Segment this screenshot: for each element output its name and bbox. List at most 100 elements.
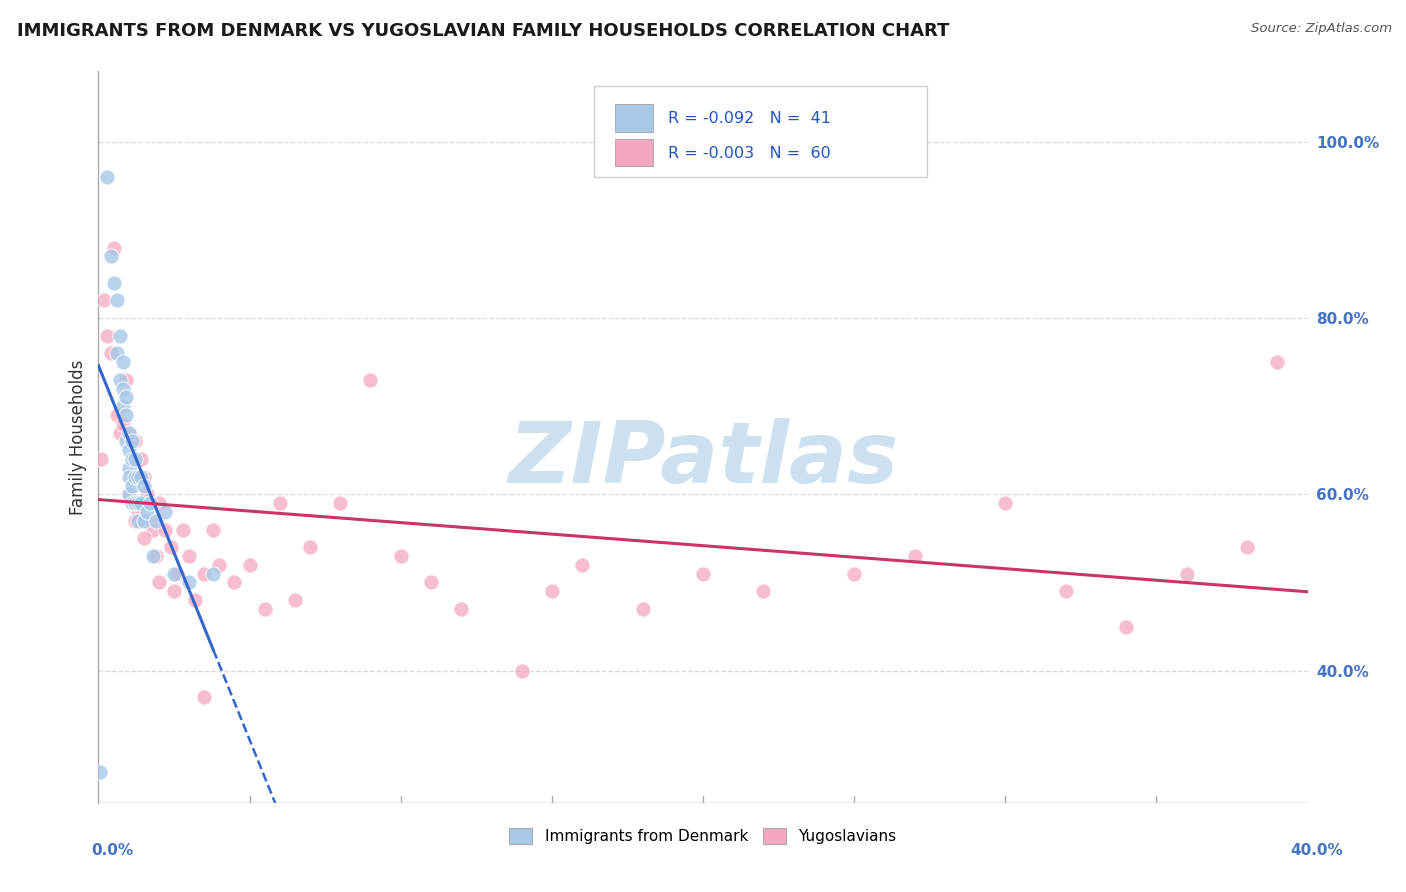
Point (184, 593, 207, 607)
Point (571, 558, 593, 572)
Text: 40.0%: 40.0% (1289, 843, 1343, 858)
Point (118, 425, 141, 440)
Point (114, 434, 136, 449)
Point (114, 373, 136, 387)
Point (124, 496, 146, 510)
Point (108, 425, 131, 440)
Point (105, 408, 128, 422)
Point (160, 540, 183, 554)
Point (166, 566, 188, 581)
Point (153, 523, 176, 537)
Point (299, 540, 322, 554)
Point (118, 461, 141, 475)
Point (202, 523, 225, 537)
Point (253, 602, 276, 616)
Point (135, 505, 157, 519)
Point (100, 249, 122, 263)
Point (994, 496, 1017, 510)
Point (142, 549, 165, 563)
Point (510, 664, 533, 678)
Point (631, 602, 654, 616)
FancyBboxPatch shape (614, 138, 654, 167)
Text: R = -0.003   N =  60: R = -0.003 N = 60 (668, 145, 831, 161)
Point (124, 469, 146, 483)
Point (145, 549, 167, 563)
Point (132, 532, 155, 546)
Legend: Immigrants from Denmark, Yugoslavians: Immigrants from Denmark, Yugoslavians (503, 822, 903, 850)
Point (121, 434, 143, 449)
Point (124, 452, 146, 467)
Point (90, 452, 112, 467)
Text: Source: ZipAtlas.com: Source: ZipAtlas.com (1251, 22, 1392, 36)
Point (127, 505, 149, 519)
Point (904, 549, 927, 563)
Point (132, 478, 155, 492)
Point (208, 558, 231, 572)
Point (114, 391, 136, 405)
Point (193, 566, 215, 581)
Text: ZIPatlas: ZIPatlas (508, 417, 898, 500)
Point (139, 514, 162, 528)
Point (148, 496, 170, 510)
FancyBboxPatch shape (595, 86, 927, 178)
Point (111, 382, 134, 396)
Point (132, 514, 155, 528)
Point (1054, 584, 1077, 599)
Point (752, 584, 775, 599)
Point (163, 566, 186, 581)
Point (844, 566, 866, 581)
Point (100, 346, 122, 360)
Point (93, 293, 115, 308)
Text: R = -0.092   N =  41: R = -0.092 N = 41 (668, 112, 831, 127)
Point (129, 452, 152, 467)
Point (111, 355, 134, 369)
Point (127, 514, 149, 528)
Point (121, 496, 143, 510)
Point (105, 293, 128, 308)
Point (179, 575, 201, 590)
Point (139, 496, 162, 510)
Point (132, 469, 155, 483)
Point (124, 434, 146, 449)
Point (692, 566, 714, 581)
Point (118, 425, 141, 440)
Point (111, 417, 134, 431)
Point (163, 584, 186, 599)
Point (1236, 540, 1258, 554)
Point (121, 478, 143, 492)
FancyBboxPatch shape (614, 104, 654, 132)
Point (269, 496, 291, 510)
Point (153, 505, 176, 519)
Point (105, 346, 128, 360)
Point (118, 487, 141, 501)
Point (118, 487, 141, 501)
Y-axis label: Family Households: Family Households (69, 359, 87, 515)
Point (135, 487, 157, 501)
Point (108, 328, 131, 343)
Point (103, 241, 125, 255)
Point (118, 469, 141, 483)
Point (420, 575, 443, 590)
Point (360, 373, 382, 387)
Point (1267, 355, 1289, 369)
Point (124, 514, 146, 528)
Point (1175, 566, 1198, 581)
Point (450, 602, 472, 616)
Point (202, 566, 225, 581)
Point (389, 549, 412, 563)
Point (114, 408, 136, 422)
Point (224, 575, 246, 590)
Point (284, 593, 307, 607)
Point (193, 690, 215, 704)
Point (96, 170, 118, 185)
Point (89, 764, 111, 779)
Point (121, 452, 143, 467)
Point (172, 523, 194, 537)
Point (329, 496, 352, 510)
Point (142, 523, 165, 537)
Point (145, 514, 167, 528)
Point (127, 496, 149, 510)
Point (1115, 619, 1137, 633)
Text: IMMIGRANTS FROM DENMARK VS YUGOSLAVIAN FAMILY HOUSEHOLDS CORRELATION CHART: IMMIGRANTS FROM DENMARK VS YUGOSLAVIAN F… (17, 22, 949, 40)
Point (127, 469, 149, 483)
